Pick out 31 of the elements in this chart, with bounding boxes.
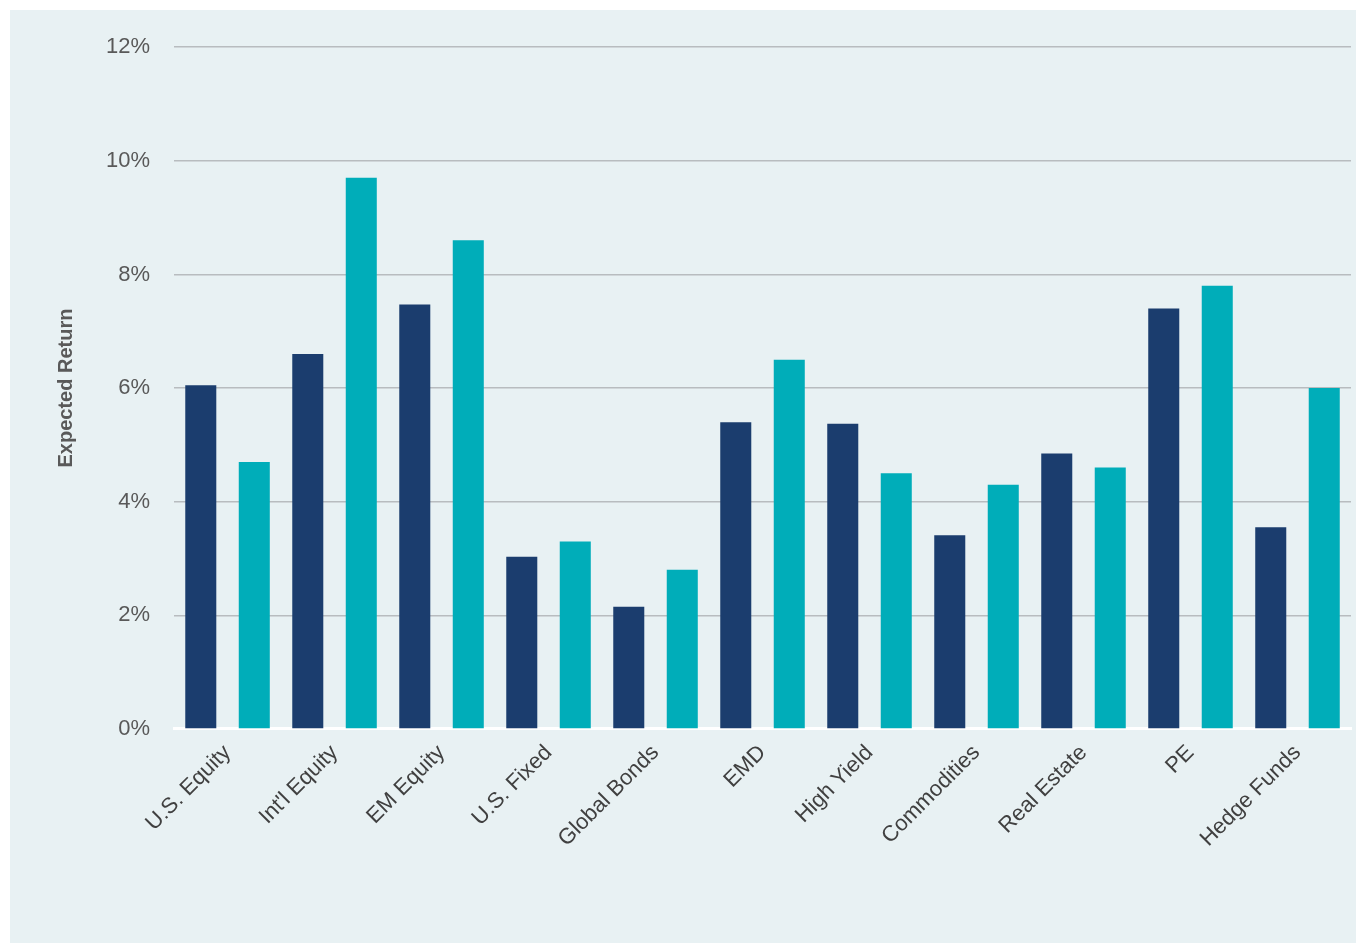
y-tick-label: 2% bbox=[118, 601, 151, 627]
bar bbox=[613, 606, 645, 729]
bar bbox=[185, 385, 217, 729]
bar bbox=[880, 473, 912, 729]
bar bbox=[934, 535, 966, 729]
bar bbox=[1094, 467, 1126, 729]
y-tick-label: 0% bbox=[118, 715, 151, 740]
y-tick-label: 6% bbox=[118, 374, 151, 400]
bar bbox=[345, 177, 377, 729]
bar bbox=[987, 484, 1019, 729]
bar bbox=[1041, 453, 1073, 729]
y-tick-label: 10% bbox=[105, 146, 151, 172]
bar bbox=[559, 541, 591, 729]
bar bbox=[1255, 527, 1287, 729]
x-tick-label: PE bbox=[1159, 739, 1199, 778]
bar bbox=[292, 353, 324, 729]
bar bbox=[399, 304, 431, 729]
bar bbox=[720, 422, 752, 729]
y-tick-label: 12% bbox=[105, 33, 151, 59]
y-axis-title: Expected Return bbox=[53, 308, 76, 468]
bar bbox=[452, 240, 484, 729]
bar bbox=[1308, 388, 1340, 729]
bar bbox=[827, 423, 859, 729]
bar bbox=[773, 359, 805, 729]
bar bbox=[1148, 308, 1180, 729]
bar bbox=[1201, 285, 1233, 729]
bar bbox=[506, 556, 538, 729]
y-tick-label: 8% bbox=[118, 260, 151, 286]
bar bbox=[666, 569, 698, 729]
bar bbox=[238, 461, 270, 729]
y-tick-label: 4% bbox=[118, 487, 151, 513]
